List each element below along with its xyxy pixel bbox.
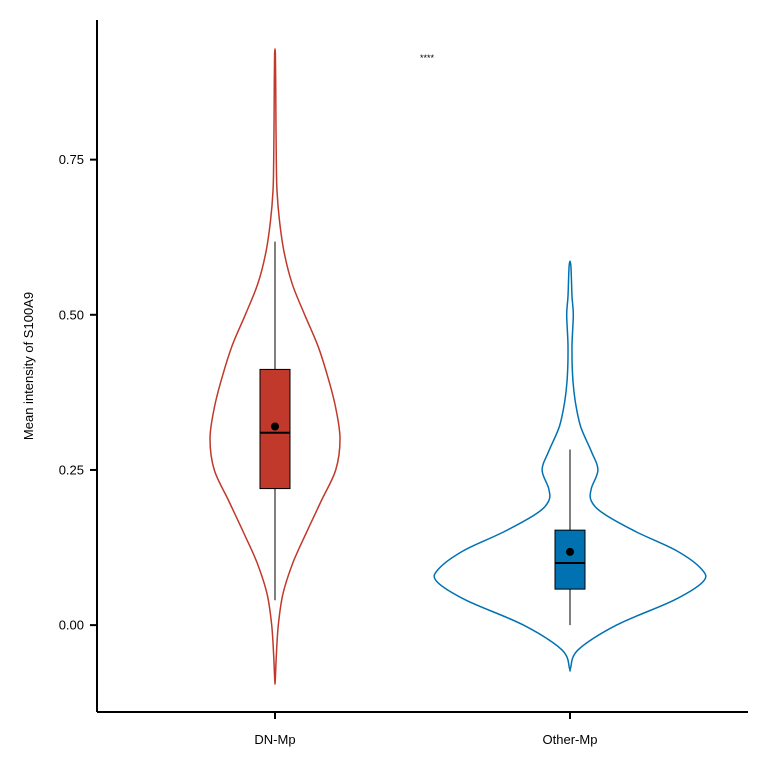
significance-label: **** bbox=[420, 53, 435, 63]
mean-point bbox=[566, 547, 574, 556]
y-tick-label: 0.75 bbox=[59, 152, 84, 167]
y-ticks: 0.00 0.25 0.50 0.75 bbox=[59, 152, 97, 633]
box-rect bbox=[554, 529, 586, 590]
y-axis-title: Mean intensity of S100A9 bbox=[21, 292, 36, 440]
x-tick-label: DN-Mp bbox=[254, 732, 295, 747]
x-tick-label: Other-Mp bbox=[543, 732, 598, 747]
x-ticks: DN-Mp Other-Mp bbox=[254, 712, 597, 747]
y-tick-label: 0.25 bbox=[59, 462, 84, 477]
box-layer bbox=[259, 241, 586, 626]
axes bbox=[96, 20, 748, 713]
violin-outline bbox=[433, 260, 707, 672]
violin-layer bbox=[209, 47, 707, 685]
y-tick-label: 0.00 bbox=[59, 618, 84, 633]
mean-point bbox=[271, 422, 279, 431]
y-tick-label: 0.50 bbox=[59, 307, 84, 322]
violin-outline bbox=[209, 47, 341, 685]
